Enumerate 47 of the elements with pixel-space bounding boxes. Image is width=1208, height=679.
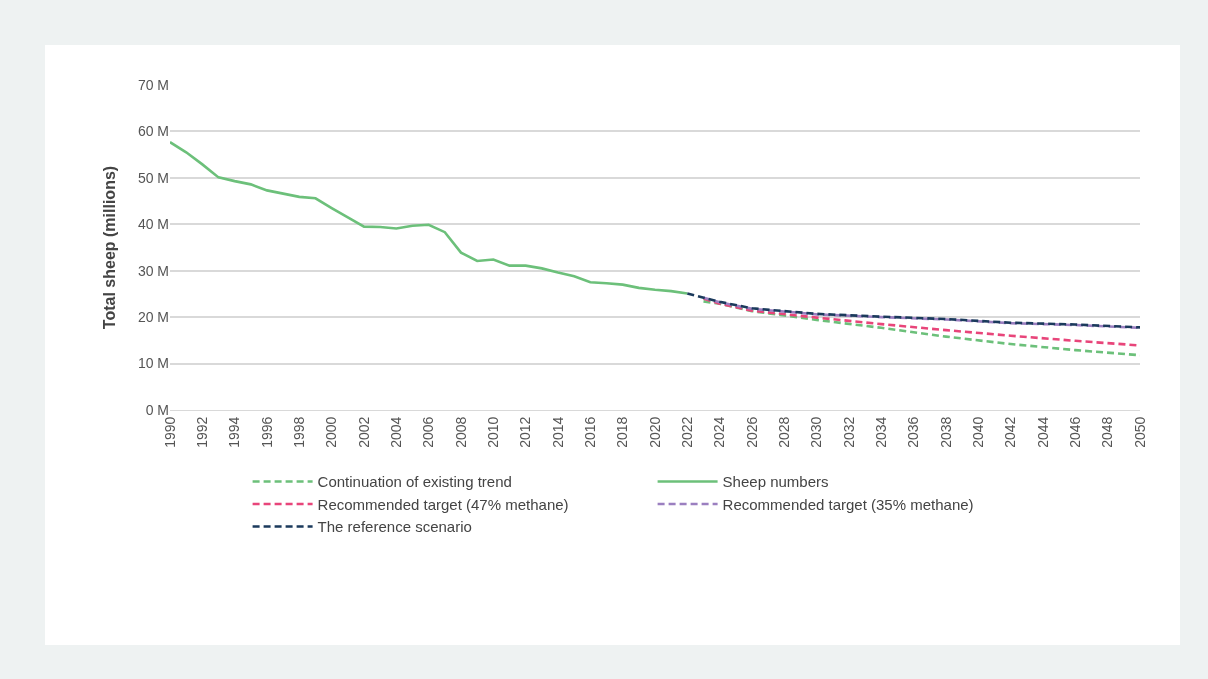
y-tick-label: 70 M: [137, 76, 169, 93]
legend-label: Recommended target (47% methane): [317, 495, 569, 513]
line-series: [686, 292, 1140, 329]
x-tick-label: 2042: [1002, 416, 1019, 448]
y-tick-label: 10 M: [137, 355, 169, 372]
x-tick-label: 1996: [258, 416, 275, 448]
x-tick-label: 2024: [711, 416, 728, 448]
line-series: [170, 140, 689, 295]
x-tick-label: 2038: [937, 416, 954, 448]
y-axis-title: Total sheep (millions): [100, 165, 118, 330]
y-tick-label: 20 M: [137, 309, 169, 326]
x-tick-label: 2044: [1034, 416, 1051, 448]
x-tick-label: 2034: [872, 416, 889, 448]
x-tick-label: 2050: [1131, 416, 1148, 448]
legend-label: Recommended target (35% methane): [722, 495, 974, 513]
x-tick-label: 2032: [840, 416, 857, 448]
x-tick-label: 2020: [646, 416, 663, 448]
legend-label: Continuation of existing trend: [317, 473, 512, 491]
x-tick-label: 2046: [1066, 416, 1083, 448]
x-tick-label: 2004: [387, 416, 404, 448]
x-tick-label: 2030: [808, 416, 825, 448]
y-tick-label: 30 M: [137, 262, 169, 279]
x-tick-label: 2028: [775, 416, 792, 448]
x-tick-label: 2016: [581, 416, 598, 448]
legend-label: The reference scenario: [317, 518, 472, 536]
x-tick-label: 2006: [420, 416, 437, 448]
x-tick-label: 1992: [193, 416, 210, 448]
x-tick-label: 2010: [484, 416, 501, 448]
x-tick-label: 2040: [969, 416, 986, 448]
y-tick-label: 0 M: [145, 401, 169, 418]
x-tick-label: 2000: [323, 416, 340, 448]
x-tick-label: 2022: [678, 416, 695, 448]
x-tick-label: 2012: [517, 416, 534, 448]
x-tick-label: 2014: [549, 416, 566, 448]
x-tick-label: 1990: [161, 416, 178, 448]
x-tick-label: 2026: [743, 416, 760, 448]
y-tick-label: 40 M: [137, 216, 169, 233]
x-tick-label: 2008: [452, 416, 469, 448]
x-tick-label: 1998: [290, 416, 307, 448]
y-tick-label: 50 M: [137, 169, 169, 186]
x-tick-label: 2036: [905, 416, 922, 448]
y-tick-label: 60 M: [137, 123, 169, 140]
legend-label: Sheep numbers: [722, 473, 829, 491]
x-tick-label: 1994: [226, 416, 243, 448]
x-tick-label: 2018: [614, 416, 631, 448]
x-tick-label: 2002: [355, 416, 372, 448]
x-tick-label: 2048: [1099, 416, 1116, 448]
